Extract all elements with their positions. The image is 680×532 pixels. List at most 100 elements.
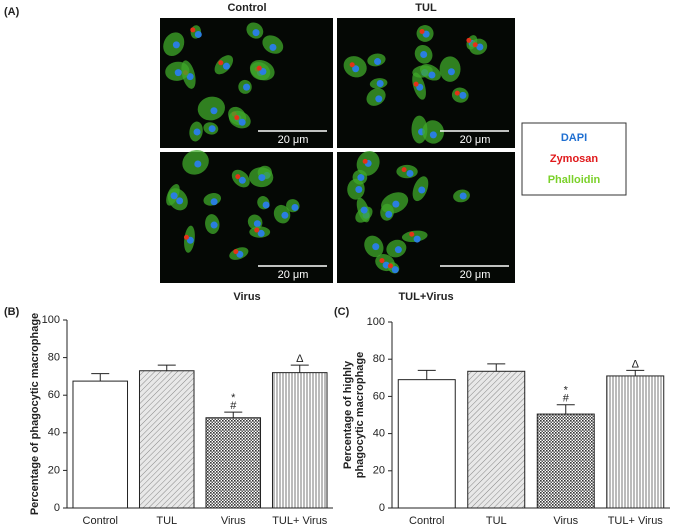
significance-mark: #: [230, 400, 237, 412]
nucleus: [210, 198, 218, 206]
bar: [467, 370, 526, 509]
nucleus: [447, 68, 455, 76]
zymosan: [388, 263, 394, 269]
y-tick-label: 20: [48, 464, 60, 476]
nucleus: [392, 200, 400, 208]
y-tick-label: 40: [373, 428, 385, 440]
panel-label: (A): [4, 6, 20, 18]
zymosan: [254, 227, 260, 233]
nucleus: [376, 80, 384, 88]
y-tick-label: 40: [48, 427, 60, 439]
zymosan: [362, 158, 368, 164]
y-tick-label: 100: [367, 316, 385, 328]
legend-label: Phalloidin: [548, 174, 601, 186]
significance-mark: Δ: [296, 353, 304, 365]
nucleus: [459, 192, 467, 200]
zymosan: [379, 258, 385, 264]
zymosan: [190, 27, 196, 33]
legend-label: DAPI: [561, 132, 587, 144]
nucleus: [238, 176, 246, 184]
zymosan: [401, 167, 407, 173]
zymosan: [256, 65, 262, 71]
x-tick-label: Control: [409, 515, 444, 527]
y-axis-label: Percentage of highly: [342, 360, 354, 469]
nucleus: [281, 211, 289, 219]
micrograph: [160, 152, 333, 283]
nucleus: [210, 221, 218, 229]
x-tick-label: Control: [83, 515, 118, 527]
nucleus: [262, 201, 270, 209]
nucleus: [258, 174, 266, 182]
cell: [401, 230, 428, 243]
zymosan: [409, 231, 415, 237]
zymosan: [218, 60, 224, 66]
panel-label: (C): [334, 306, 350, 318]
legend-box: [521, 122, 627, 196]
nucleus: [391, 266, 399, 274]
nucleus: [186, 73, 194, 81]
nucleus: [375, 95, 383, 103]
significance-mark: Δ: [632, 358, 640, 370]
y-tick-label: 100: [42, 314, 60, 326]
bar: [397, 379, 456, 509]
x-tick-label: TUL+ Virus: [608, 515, 664, 527]
zymosan: [234, 115, 240, 121]
nucleus: [170, 192, 178, 200]
nucleus: [420, 50, 428, 58]
nucleus: [428, 71, 436, 79]
zymosan: [454, 90, 460, 96]
bar: [536, 413, 595, 509]
zymosan: [419, 28, 425, 34]
nucleus: [352, 65, 360, 73]
image-label: TUL+Virus: [398, 291, 453, 303]
nucleus: [252, 29, 260, 37]
y-tick-label: 0: [54, 502, 60, 514]
nucleus: [374, 58, 382, 66]
cell: [228, 110, 251, 129]
panel-label: (B): [4, 306, 20, 318]
zymosan: [472, 42, 478, 48]
x-tick-label: TUL: [156, 515, 177, 527]
zymosan: [183, 234, 189, 240]
nucleus: [176, 197, 184, 205]
nucleus: [422, 30, 430, 38]
nucleus: [360, 206, 368, 214]
y-tick-label: 20: [373, 465, 385, 477]
nucleus: [269, 43, 277, 51]
scale-bar-label: 20 μm: [460, 134, 491, 146]
y-tick-label: 80: [48, 352, 60, 364]
nucleus: [476, 43, 484, 51]
nucleus: [243, 83, 251, 91]
nucleus: [194, 160, 202, 168]
scale-bar-label: 20 μm: [278, 134, 309, 146]
nucleus: [172, 41, 180, 49]
scale-bar-label: 20 μm: [278, 269, 309, 281]
y-tick-label: 80: [373, 353, 385, 365]
nucleus: [355, 185, 363, 193]
bar: [138, 370, 195, 509]
zymosan: [349, 62, 355, 68]
bar: [205, 417, 262, 509]
nucleus: [459, 91, 467, 99]
image-label: Control: [227, 2, 266, 14]
image-label: TUL: [415, 2, 437, 14]
significance-mark: *: [564, 385, 569, 397]
x-tick-label: TUL+ Virus: [272, 515, 328, 527]
y-axis-label: phagocytic macrophage: [354, 352, 366, 479]
nucleus: [238, 118, 246, 126]
nucleus: [357, 174, 365, 182]
nucleus: [194, 30, 202, 38]
nucleus: [193, 128, 201, 136]
nucleus: [406, 169, 414, 177]
y-tick-label: 60: [373, 390, 385, 402]
x-tick-label: TUL: [486, 515, 507, 527]
y-tick-label: 60: [48, 389, 60, 401]
x-tick-label: Virus: [553, 515, 578, 527]
zymosan: [233, 249, 239, 255]
nucleus: [385, 210, 393, 218]
nucleus: [394, 246, 402, 254]
nucleus: [418, 186, 426, 194]
significance-mark: *: [231, 392, 236, 404]
nucleus: [253, 220, 261, 228]
